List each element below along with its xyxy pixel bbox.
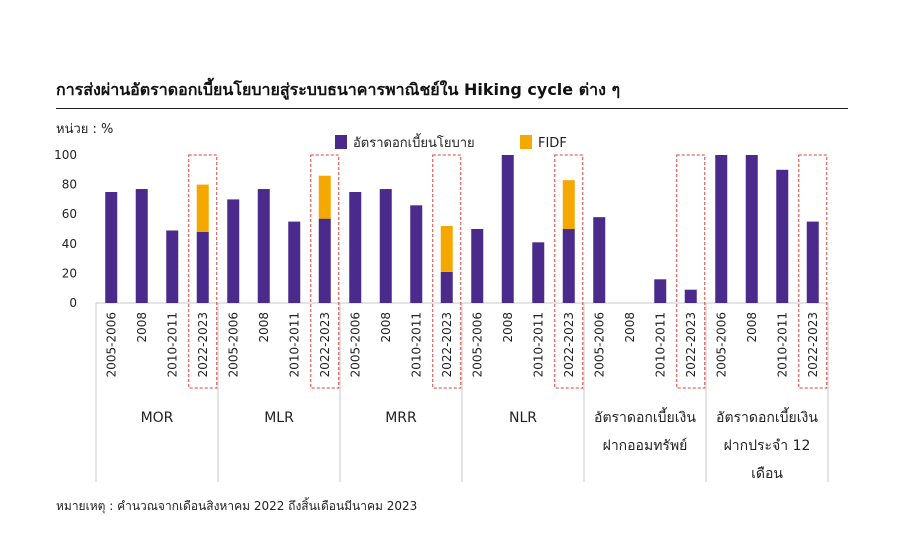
legend-swatch: [520, 135, 532, 149]
bar-policy-rate: [257, 189, 270, 303]
x-tick-label: 2005-2006: [592, 312, 606, 377]
bar-policy-rate: [379, 189, 392, 303]
bar-policy-rate: [440, 271, 453, 303]
y-tick-label: 80: [62, 178, 77, 192]
legend-label: FIDF: [538, 136, 567, 151]
x-tick-label: 2008: [135, 312, 149, 343]
x-tick-label: 2005-2006: [714, 312, 728, 377]
group-label: ฝากประจำ 12: [724, 438, 811, 454]
legend-label: อัตราดอกเบี้ยนโยบาย: [353, 133, 475, 151]
x-tick-label: 2022-2023: [196, 312, 210, 377]
bar-policy-rate: [715, 155, 728, 303]
y-tick-label: 40: [62, 237, 77, 251]
bar-policy-rate: [349, 192, 362, 303]
bar-policy-rate: [593, 217, 606, 303]
y-tick-label: 0: [69, 296, 77, 310]
x-tick-label: 2005-2006: [226, 312, 240, 377]
unit-label: หน่วย : %: [56, 122, 114, 137]
x-tick-label: 2022-2023: [562, 312, 576, 377]
bar-fidf: [318, 175, 331, 219]
footnote: หมายเหตุ : คำนวณจากเดือนสิงหาคม 2022 ถึง…: [56, 499, 418, 513]
y-tick-label: 60: [62, 207, 77, 221]
x-tick-label: 2010-2011: [775, 312, 789, 377]
x-tick-label: 2008: [745, 312, 759, 343]
group-label: MRR: [385, 410, 417, 426]
bar-policy-rate: [166, 230, 179, 303]
x-tick-label: 2008: [501, 312, 515, 343]
x-tick-label: 2008: [257, 312, 271, 343]
bar-policy-rate: [806, 221, 819, 303]
title-divider: [56, 108, 848, 109]
bar-policy-rate: [135, 189, 148, 303]
highlight-box: [310, 154, 340, 389]
x-tick-label: 2010-2011: [409, 312, 423, 377]
bar-policy-rate: [471, 229, 484, 303]
group-label: อัตราดอกเบี้ยเงิน: [594, 407, 696, 426]
bar-policy-rate: [501, 155, 514, 303]
x-tick-label: 2022-2023: [440, 312, 454, 377]
bar-policy-rate: [196, 231, 209, 303]
x-tick-label: 2008: [623, 312, 637, 343]
bar-fidf: [196, 184, 209, 232]
highlight-box: [554, 154, 584, 389]
bar-policy-rate: [654, 279, 667, 303]
y-tick-label: 20: [62, 266, 77, 280]
bar-policy-rate: [227, 199, 240, 303]
bar-fidf: [562, 180, 575, 229]
bar-policy-rate: [105, 192, 118, 303]
x-tick-label: 2005-2006: [104, 312, 118, 377]
x-tick-label: 2010-2011: [653, 312, 667, 377]
group-label: MOR: [141, 410, 174, 426]
group-label: อัตราดอกเบี้ยเงิน: [716, 407, 818, 426]
bar-policy-rate: [745, 155, 758, 303]
x-tick-label: 2010-2011: [287, 312, 301, 377]
bar-policy-rate: [776, 169, 789, 303]
x-tick-label: 2022-2023: [318, 312, 332, 377]
x-tick-label: 2008: [379, 312, 393, 343]
bar-policy-rate: [684, 289, 697, 303]
group-label: MLR: [264, 410, 294, 426]
y-tick-label: 100: [54, 148, 77, 162]
bar-fidf: [440, 226, 453, 272]
x-tick-label: 2022-2023: [806, 312, 820, 377]
highlight-box: [676, 154, 706, 389]
highlight-box: [432, 154, 462, 389]
bar-policy-rate: [410, 205, 423, 303]
chart-title: การส่งผ่านอัตราดอกเบี้ยนโยบายสู่ระบบธนาค…: [56, 80, 621, 99]
legend-swatch: [335, 135, 347, 149]
group-label: ฝากออมทรัพย์: [603, 437, 688, 454]
x-tick-label: 2005-2006: [470, 312, 484, 377]
bar-policy-rate: [562, 229, 575, 303]
highlight-box: [798, 154, 828, 389]
group-label: NLR: [509, 410, 537, 426]
bar-policy-rate: [532, 242, 545, 303]
x-tick-label: 2010-2011: [165, 312, 179, 377]
bar-policy-rate: [318, 218, 331, 303]
x-tick-label: 2010-2011: [531, 312, 545, 377]
x-tick-label: 2022-2023: [684, 312, 698, 377]
x-tick-label: 2005-2006: [348, 312, 362, 377]
group-label: เดือน: [751, 466, 783, 482]
highlight-box: [188, 154, 218, 389]
bar-policy-rate: [288, 221, 301, 303]
